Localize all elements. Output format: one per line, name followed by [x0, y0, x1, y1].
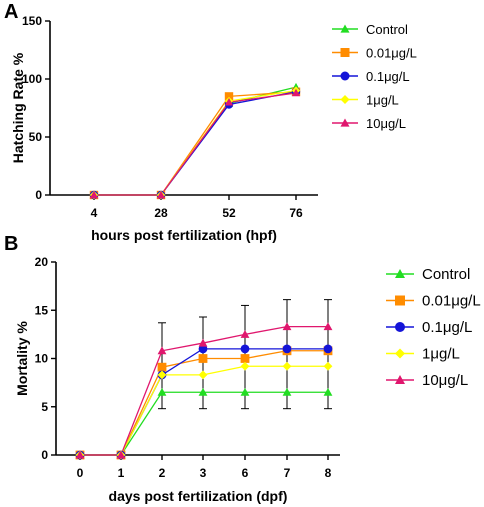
data-point [198, 387, 208, 396]
data-point [116, 450, 126, 459]
series-line [94, 92, 297, 196]
data-point [240, 387, 250, 396]
data-point [89, 190, 99, 199]
legend-marker [340, 71, 350, 81]
y-tick-label: 10 [35, 352, 49, 366]
data-point [198, 338, 208, 347]
data-point [323, 322, 333, 331]
x-tick-label: 2 [159, 466, 166, 480]
data-point [323, 387, 333, 396]
data-point [157, 362, 167, 372]
data-point [323, 344, 333, 354]
data-point [75, 450, 85, 459]
x-tick-label: 28 [154, 206, 168, 220]
panel-label: B [4, 233, 18, 255]
data-point [282, 387, 292, 396]
x-axis-title: days post fertilization (dpf) [109, 488, 288, 504]
y-tick-label: 50 [29, 130, 43, 144]
data-point [282, 344, 292, 354]
legend-marker [395, 322, 405, 332]
legend-entry: 1μg/L [366, 93, 399, 108]
y-tick-label: 100 [22, 72, 42, 86]
y-tick-label: 5 [41, 400, 48, 414]
data-point [157, 370, 167, 380]
legend-marker [395, 269, 405, 278]
y-axis-title: Hatching Rate % [10, 52, 26, 163]
series-line [94, 91, 297, 196]
legend-entry: 0.01μg/L [422, 293, 481, 310]
data-point [240, 354, 250, 363]
data-point [198, 344, 208, 354]
x-tick-label: 4 [91, 206, 98, 220]
legend-marker [340, 118, 350, 127]
data-point [240, 344, 250, 354]
series-line [94, 86, 297, 196]
data-point [156, 190, 166, 199]
data-point [282, 322, 292, 331]
x-axis-title: hours post fertilization (hpf) [91, 227, 277, 243]
x-tick-label: 8 [325, 466, 332, 480]
legend-marker [395, 295, 405, 306]
data-point [224, 98, 234, 106]
data-point [282, 361, 292, 371]
series-line [80, 348, 328, 456]
legend-entry: 1μg/L [422, 346, 460, 363]
y-tick-label: 150 [22, 14, 42, 28]
x-tick-label: 0 [77, 466, 84, 480]
data-point [157, 346, 167, 355]
x-tick-label: 3 [200, 466, 207, 480]
y-axis-title: Mortality % [14, 321, 30, 396]
legend-entry: 0.1μg/L [422, 319, 472, 336]
y-tick-label: 15 [35, 303, 49, 317]
legend-entry: 10μg/L [422, 372, 468, 389]
x-tick-label: 76 [289, 206, 303, 220]
legend-entry: 10μg/L [366, 116, 406, 131]
legend-entry: 0.1μg/L [366, 69, 410, 84]
data-point [198, 370, 208, 380]
x-tick-label: 1 [118, 466, 125, 480]
series-line [94, 91, 297, 196]
series-line [94, 89, 297, 196]
y-tick-label: 0 [35, 188, 42, 202]
data-point [198, 354, 208, 363]
legend-marker [340, 48, 350, 57]
legend-entry: 0.01μg/L [366, 46, 417, 61]
legend-marker [395, 375, 405, 384]
data-point [224, 92, 234, 101]
series-line [80, 391, 328, 456]
legend-marker [395, 348, 405, 359]
x-tick-label: 52 [222, 206, 236, 220]
panel-label: A [4, 1, 18, 23]
x-tick-label: 7 [284, 466, 291, 480]
data-point [240, 329, 250, 338]
y-tick-label: 0 [41, 448, 48, 462]
series-line [80, 365, 328, 456]
x-tick-label: 6 [242, 466, 249, 480]
y-tick-label: 20 [35, 255, 49, 269]
data-point [323, 361, 333, 371]
legend-entry: Control [366, 22, 408, 37]
data-point [291, 88, 301, 97]
legend-marker [340, 95, 350, 104]
data-point [240, 361, 250, 371]
data-point [157, 387, 167, 396]
legend-marker [340, 24, 350, 33]
legend-entry: Control [422, 266, 470, 283]
